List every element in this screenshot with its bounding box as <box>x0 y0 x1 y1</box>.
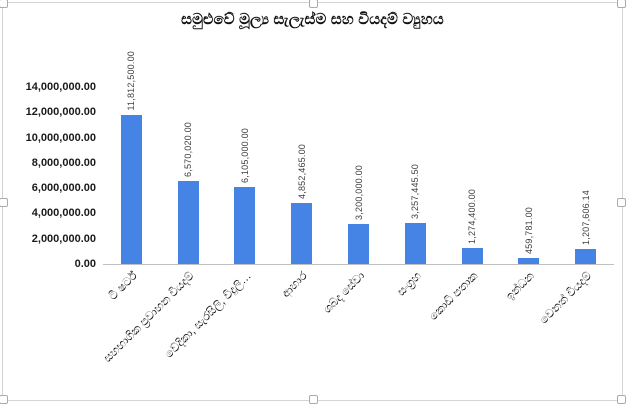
bar-value-label: 4,852,465.00 <box>296 143 307 199</box>
resize-handle-sw[interactable] <box>0 395 8 404</box>
x-axis-category-label: ආහාර <box>280 270 311 300</box>
resize-handle-e[interactable] <box>617 197 626 207</box>
x-axis-category-label: ටී ෂර්ට් <box>107 270 140 303</box>
bar[interactable] <box>291 202 313 264</box>
bar-value-label: 1,207,606.14 <box>580 189 591 245</box>
bar[interactable] <box>575 248 597 264</box>
bar-value-label: 3,257,445.50 <box>410 163 421 219</box>
y-axis-tick-label: 2,000,000.00 <box>31 232 96 245</box>
bar-value-label: 6,105,000.00 <box>239 127 250 183</box>
y-axis-tick-label: 10,000,000.00 <box>25 131 96 144</box>
y-axis-tick-label: 6,000,000.00 <box>31 182 96 195</box>
resize-handle-w[interactable] <box>0 197 8 207</box>
x-axis-category-label: සංග්‍රහ <box>395 270 424 299</box>
bar-value-label: 459,781.00 <box>523 207 534 255</box>
y-axis: 14,000,000.00 12,000,000.00 10,000,000.00 8… <box>7 81 103 270</box>
x-label-slot: ආහාර <box>273 265 330 397</box>
x-label-slot: ශබ්ද සේවා <box>321 265 387 397</box>
y-axis-tick-label: 14,000,000.00 <box>25 81 96 93</box>
x-label-slot: වෙනත් වියදම් <box>538 265 614 397</box>
x-label-slot: සංග්‍රහ <box>387 265 444 397</box>
y-axis-tick-label: 4,000,000.00 <box>31 207 96 220</box>
bar-slot: 6,570,020.00 <box>160 87 217 264</box>
bar-slot: 3,200,000.00 <box>330 87 387 264</box>
plot-region: 14,000,000.00 12,000,000.00 10,000,000.00 8… <box>7 51 614 270</box>
bar-slot: 6,105,000.00 <box>217 87 274 264</box>
plot-area: 11,812,500.00 6,570,020.00 6,105,000.00 4,8… <box>103 51 614 265</box>
bar-slot: 4,852,465.00 <box>273 87 330 264</box>
chart-area[interactable]: සමුළුවේ මූල්‍ය සැලැස්ම සහ වියදම් ව්‍යුහය… <box>0 0 626 404</box>
x-axis: ටී ෂර්ට් සහභාගික ප්‍රවාහන වියදම් වේදිකා, ස… <box>7 265 614 397</box>
resize-handle-se[interactable] <box>617 395 626 404</box>
x-label-slot: ඉන්ධන <box>500 265 557 397</box>
bar-slot: 1,274,400.00 <box>444 87 501 264</box>
resize-handle-s[interactable] <box>308 395 318 404</box>
y-axis-tick-label: 8,000,000.00 <box>31 156 96 169</box>
bar-slot: 1,207,606.14 <box>557 87 614 264</box>
bar-value-label: 3,200,000.00 <box>353 164 364 220</box>
x-axis-category-label: ඉන්ධන <box>504 270 538 303</box>
bar-slot: 11,812,500.00 <box>103 51 160 264</box>
bar[interactable] <box>404 222 426 264</box>
bar-value-label: 6,570,020.00 <box>183 121 194 177</box>
resize-handle-n[interactable] <box>308 0 318 8</box>
bar[interactable] <box>177 180 199 264</box>
resize-handle-nw[interactable] <box>0 0 8 8</box>
x-label-slot: කොඩි පතාක <box>428 265 501 397</box>
y-axis-tick-label: 0.00 <box>74 258 96 270</box>
bar[interactable] <box>120 114 142 264</box>
bar[interactable] <box>518 258 540 264</box>
x-label-slot: වේදිකා, සැරසිලි, විදුලි… <box>163 265 274 397</box>
resize-handle-ne[interactable] <box>617 0 626 8</box>
chart-title[interactable]: සමුළුවේ මූල්‍ය සැලැස්ම සහ වියදම් ව්‍යුහය <box>181 11 444 28</box>
bar-value-label: 1,274,400.00 <box>467 188 478 244</box>
bar-slot: 3,257,445.50 <box>387 87 444 264</box>
bar[interactable] <box>348 223 370 264</box>
bar[interactable] <box>234 186 256 264</box>
y-axis-tick-label: 12,000,000.00 <box>25 106 96 119</box>
bar-slot: 459,781.00 <box>500 87 557 264</box>
bar[interactable] <box>461 247 483 264</box>
bar-value-label: 11,812,500.00 <box>126 51 137 111</box>
